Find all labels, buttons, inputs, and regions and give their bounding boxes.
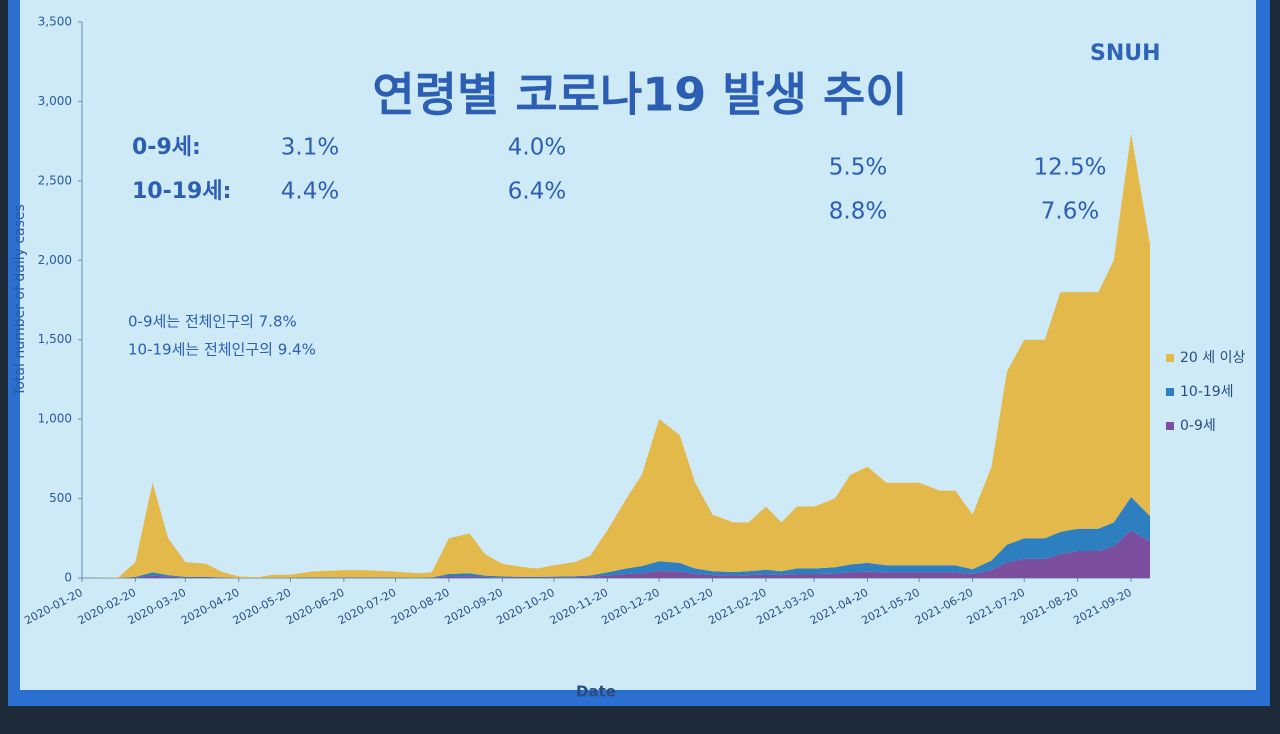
area — [82, 530, 1150, 578]
annotation-value: 12.5% — [1033, 155, 1106, 181]
area — [82, 133, 1150, 578]
annotation-label: 10-19세: — [132, 179, 231, 204]
annotation-value: 6.4% — [508, 179, 566, 205]
annotation-value: 7.6% — [1041, 199, 1099, 225]
x-axis-title: Date — [576, 683, 616, 701]
legend-label: 20 세 이상 — [1180, 350, 1245, 366]
y-tick-label: 2,500 — [38, 173, 72, 187]
annotation-value: 4.4% — [281, 179, 339, 205]
annotation-value: 3.1% — [281, 135, 339, 161]
y-tick-label: 2,000 — [38, 253, 72, 267]
y-tick-label: 3,000 — [38, 94, 72, 108]
y-tick-label: 1,000 — [38, 412, 72, 426]
y-axis-title: Total number of daily cases — [12, 204, 28, 397]
y-tick-label: 3,500 — [38, 15, 72, 29]
annotation-value: 5.5% — [829, 155, 887, 181]
legend-swatch — [1166, 388, 1174, 396]
annotation-value: 8.8% — [829, 199, 887, 225]
note: 0-9세는 전체인구의 7.8% — [128, 313, 297, 331]
legend-swatch — [1166, 422, 1174, 430]
legend-label: 10-19세 — [1180, 384, 1234, 400]
y-tick-label: 1,500 — [38, 332, 72, 346]
slide-title: 연령별 코로나19 발생 추이 — [372, 68, 907, 122]
logo: SNUH — [1090, 41, 1161, 66]
legend-label: 0-9세 — [1180, 418, 1216, 434]
y-tick-label: 0 — [64, 571, 72, 585]
annotation-label: 0-9세: — [132, 135, 201, 160]
annotation-value: 4.0% — [508, 135, 566, 161]
y-tick-label: 500 — [49, 491, 72, 505]
legend-swatch — [1166, 354, 1174, 362]
note: 10-19세는 전체인구의 9.4% — [128, 341, 316, 359]
